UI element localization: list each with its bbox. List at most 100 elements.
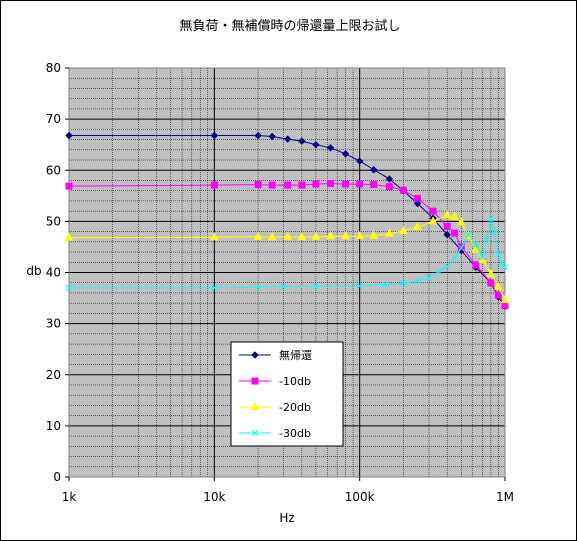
legend: 無帰還 -10db -20db -30db [230,341,344,447]
data-point [483,235,491,243]
data-point [326,144,335,152]
chart-title: 無負荷・無補償時の帰還量上限お試し [179,18,400,34]
data-point [298,137,306,145]
data-point [209,232,219,241]
data-point [491,228,499,235]
data-point [479,253,486,261]
data-point [210,131,219,140]
legend-item-3: -20db [239,401,311,414]
y-tick-label: 50 [46,214,61,228]
data-point [65,131,73,140]
legend-item-1: 無帰還 [239,348,312,362]
legend-marker [251,377,259,385]
data-point [457,243,465,251]
x-axis-label: Hz [279,511,294,525]
data-point [283,231,293,240]
data-point [501,264,509,271]
data-point [425,274,433,281]
data-point [312,180,320,188]
data-point [284,135,292,143]
y-axis-label: db [26,264,41,278]
data-point [435,268,443,275]
data-point [413,221,422,230]
x-tick-label: 10k [203,490,225,504]
data-point [443,230,451,239]
data-point [65,182,73,190]
data-point [472,261,480,269]
data-point [355,157,364,165]
data-point [268,132,276,141]
data-point [399,226,408,235]
data-point [500,295,510,304]
legend-marker [250,401,260,410]
y-tick-label: 10 [46,419,61,433]
data-point [465,230,472,238]
data-point [342,180,350,188]
data-point [456,217,466,226]
data-point [494,281,503,290]
legend-marker [251,429,259,437]
data-point [443,263,451,270]
data-point [429,207,437,215]
data-point [356,180,364,188]
data-point [267,232,277,241]
data-point [414,277,421,285]
data-point [356,282,364,290]
y-axis-ticks: 0 10 20 30 40 50 60 70 80 [46,61,69,484]
data-point [443,222,451,230]
data-point [284,181,292,189]
series-group [64,131,510,310]
x-axis-ticks: 1k 10k 100k 1M [62,477,514,504]
series-2 [65,180,509,310]
y-tick-label: 70 [46,112,61,126]
data-point [494,251,502,258]
data-point [210,284,218,292]
legend-label: -30db [279,427,311,440]
data-point [428,216,438,225]
data-point [370,181,378,189]
data-point [472,241,480,248]
series-line [68,182,506,306]
data-point [326,231,335,240]
data-point [385,183,393,191]
data-point [369,230,379,239]
y-tick-label: 40 [46,266,61,280]
data-point [341,150,350,158]
data-point [486,268,496,278]
data-point [311,231,321,240]
y-tick-label: 80 [46,61,61,75]
series-4 [65,214,509,292]
data-point [65,284,73,292]
data-point [413,199,422,208]
data-point [312,140,320,149]
data-point [451,229,459,237]
data-point [450,211,459,220]
data-point [457,244,465,252]
data-point [64,232,74,241]
data-point [501,302,509,310]
data-point [399,186,407,194]
data-point [487,214,495,222]
data-point [370,166,378,174]
y-tick-label: 60 [46,163,61,177]
legend-marker [251,351,259,359]
data-point [268,181,276,189]
data-point [414,194,422,202]
data-point [498,259,506,267]
data-point [327,180,335,188]
data-point [253,231,263,240]
data-point [487,279,495,287]
legend-label: -20db [279,401,311,414]
data-point [280,283,288,291]
legend-label: -10db [279,375,311,388]
data-point [442,210,452,219]
x-tick-label: 1M [496,490,514,504]
y-tick-label: 30 [46,317,61,331]
data-point [341,231,350,240]
y-tick-label: 20 [46,368,61,382]
data-point [297,232,307,241]
data-point [254,181,262,189]
data-point [254,131,262,140]
legend-item-4: -30db [239,427,311,440]
